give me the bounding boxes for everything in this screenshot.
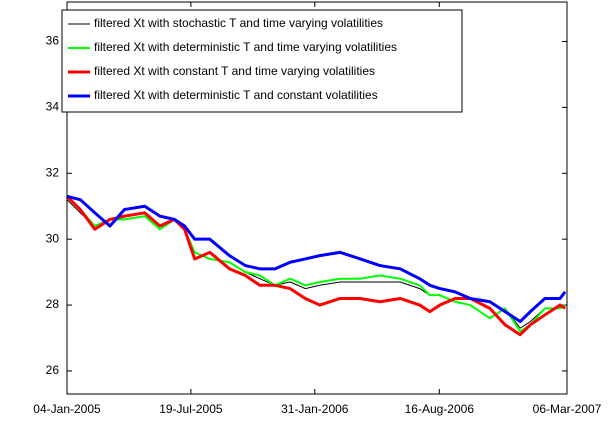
axes-frame <box>66 1 568 395</box>
legend-label: filtered Xt with constant T and time var… <box>94 64 375 78</box>
y-tick-label: 26 <box>46 363 60 377</box>
x-tick-label: 31-Jan-2006 <box>281 402 349 416</box>
legend-label: filtered Xt with deterministic T and con… <box>94 88 378 102</box>
y-tick-label: 32 <box>46 165 60 179</box>
y-tick-label: 30 <box>46 231 60 245</box>
y-tick-label: 36 <box>46 34 60 48</box>
legend-label: filtered Xt with stochastic T and time v… <box>94 16 383 30</box>
x-tick-label: 06-Mar-2007 <box>533 402 602 416</box>
legend-box <box>61 9 463 113</box>
series-line <box>66 195 566 333</box>
x-tick-label: 04-Jan-2005 <box>33 402 101 416</box>
y-tick-label: 34 <box>46 100 60 114</box>
legend-label: filtered Xt with deterministic T and tim… <box>94 40 397 54</box>
x-tick-label: 16-Aug-2006 <box>405 402 475 416</box>
x-tick-label: 19-Jul-2005 <box>159 402 223 416</box>
series-line <box>65 195 566 337</box>
y-tick-label: 28 <box>46 297 60 311</box>
series-line <box>66 194 567 324</box>
